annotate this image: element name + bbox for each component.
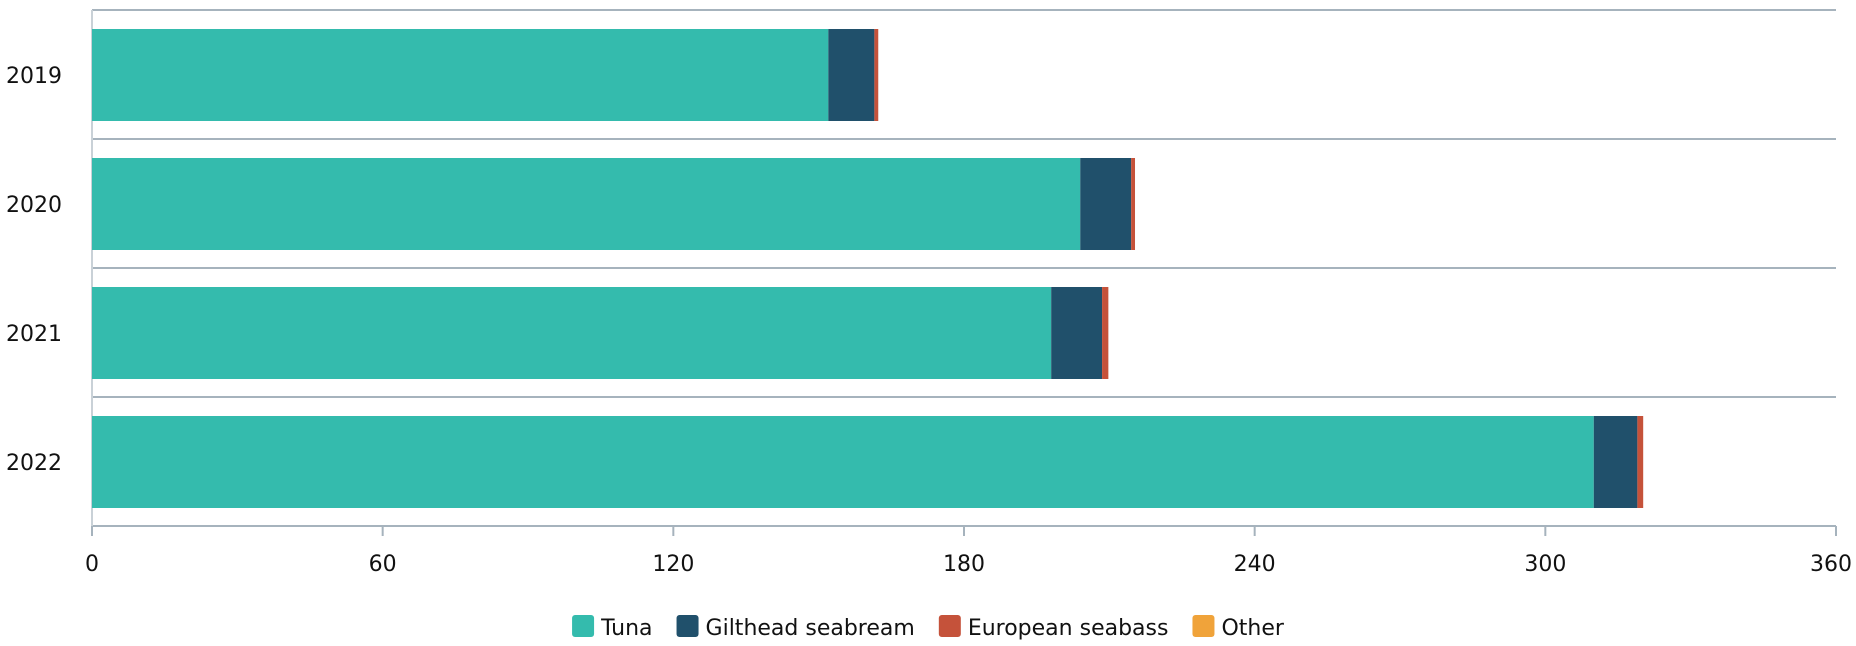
bar-segment-tuna [92,29,829,121]
bar-segment-tuna [92,158,1081,250]
bar-segment-tuna [92,416,1594,508]
x-tick-label: 360 [1810,552,1852,577]
bar-segment-tuna [92,287,1052,379]
category-label: 2021 [6,322,62,347]
x-tick-label: 0 [85,552,99,577]
bar-segment-gilthead-seabream [1051,287,1103,379]
legend-swatch [572,615,595,637]
category-label: 2020 [6,193,62,218]
bar-segment-european-seabass [1637,416,1644,508]
legend-item: European seabass [938,615,1169,641]
x-tick-label: 240 [1234,552,1276,577]
category-label: 2019 [6,64,62,89]
legend-label: European seabass [968,616,1169,641]
bar-segment-european-seabass [1131,158,1136,250]
bar-segment-gilthead-seabream [828,29,875,121]
legend-item: Gilthead seabream [676,615,915,641]
bar-segment-gilthead-seabream [1593,416,1638,508]
legend-item: Tuna [572,615,653,641]
legend-swatch [938,615,961,637]
category-label: 2022 [6,451,62,476]
x-tick-label: 60 [369,552,397,577]
legend-label: Gilthead seabream [706,616,915,641]
x-tick-label: 300 [1524,552,1566,577]
legend-swatch [1192,615,1215,637]
x-tick-label: 180 [943,552,985,577]
legend-item: Other [1192,615,1285,641]
category-labels: 2019 2020 2021 2022 [6,64,62,476]
bar-segment-gilthead-seabream [1080,158,1132,250]
legend-label: Other [1221,616,1284,641]
bar-segment-european-seabass [1102,287,1109,379]
legend-swatch [676,615,699,637]
legend-label: Tuna [600,616,652,641]
bars-group [92,29,1644,508]
x-tick-label: 120 [652,552,694,577]
bar-segment-european-seabass [874,29,879,121]
legend: Tuna Gilthead seabream European seabass Oth… [572,615,1285,641]
x-axis: 0 60 120 180 240 300 360 [85,526,1852,577]
